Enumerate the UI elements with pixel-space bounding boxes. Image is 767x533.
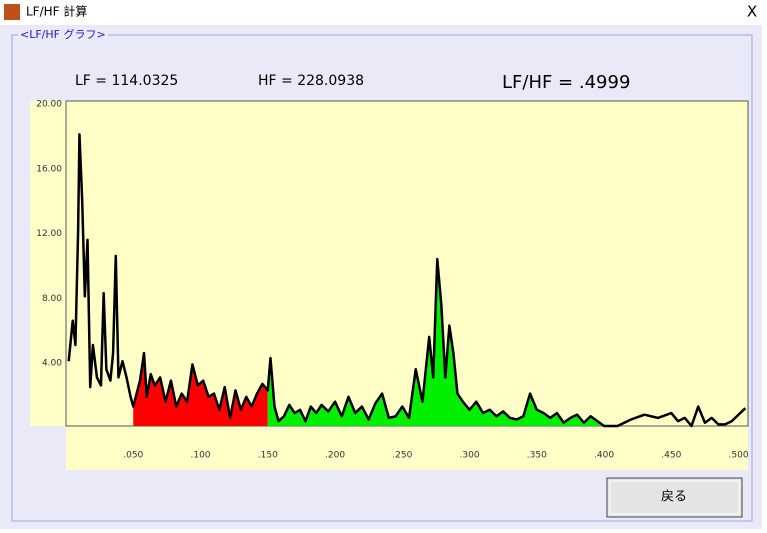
x-tick-label: .450	[661, 451, 681, 461]
ratio-text: LF/HF = .4999	[502, 72, 630, 93]
y-tick-label: 16.00	[36, 164, 62, 174]
close-button[interactable]: X	[747, 3, 757, 21]
x-tick-label: .500	[729, 451, 749, 461]
spectrum-line	[67, 133, 747, 428]
back-button-frame[interactable]	[606, 477, 743, 518]
back-button-inner	[609, 480, 740, 515]
x-tick-label: .250	[392, 451, 412, 461]
x-tick-label: .400	[594, 451, 614, 461]
band-fill	[267, 259, 605, 426]
band-fill	[133, 353, 268, 426]
y-tick-label: 8.00	[42, 294, 62, 304]
x-label-strip	[66, 426, 748, 470]
y-tick-label: 20.00	[36, 100, 62, 110]
hf-text: HF = 228.0938	[258, 73, 364, 89]
chart: 4.00 8.00 12.00 16.00 20.00 .050 .100 .150 .200.…	[36, 100, 749, 461]
back-button[interactable]: 戻る	[661, 490, 687, 505]
x-tick-label: .350	[527, 451, 547, 461]
y-tick-label: 12.00	[36, 229, 62, 239]
group-label: <LF/HF グラフ>	[20, 27, 106, 41]
plot-area	[65, 100, 749, 427]
group-box	[11, 34, 753, 522]
x-tick-label: .300	[460, 451, 480, 461]
lf-text: LF = 114.0325	[75, 73, 178, 89]
x-tick-label: .200	[325, 451, 345, 461]
x-tick-label: .050	[123, 451, 143, 461]
x-tick-label: .150	[258, 451, 278, 461]
window-title: LF/HF 計算	[26, 4, 87, 19]
x-tick-label: .100	[190, 451, 210, 461]
group-label-bg	[18, 28, 108, 42]
y-label-strip	[30, 101, 66, 426]
app-icon	[4, 4, 20, 20]
y-tick-label: 4.00	[42, 359, 62, 369]
